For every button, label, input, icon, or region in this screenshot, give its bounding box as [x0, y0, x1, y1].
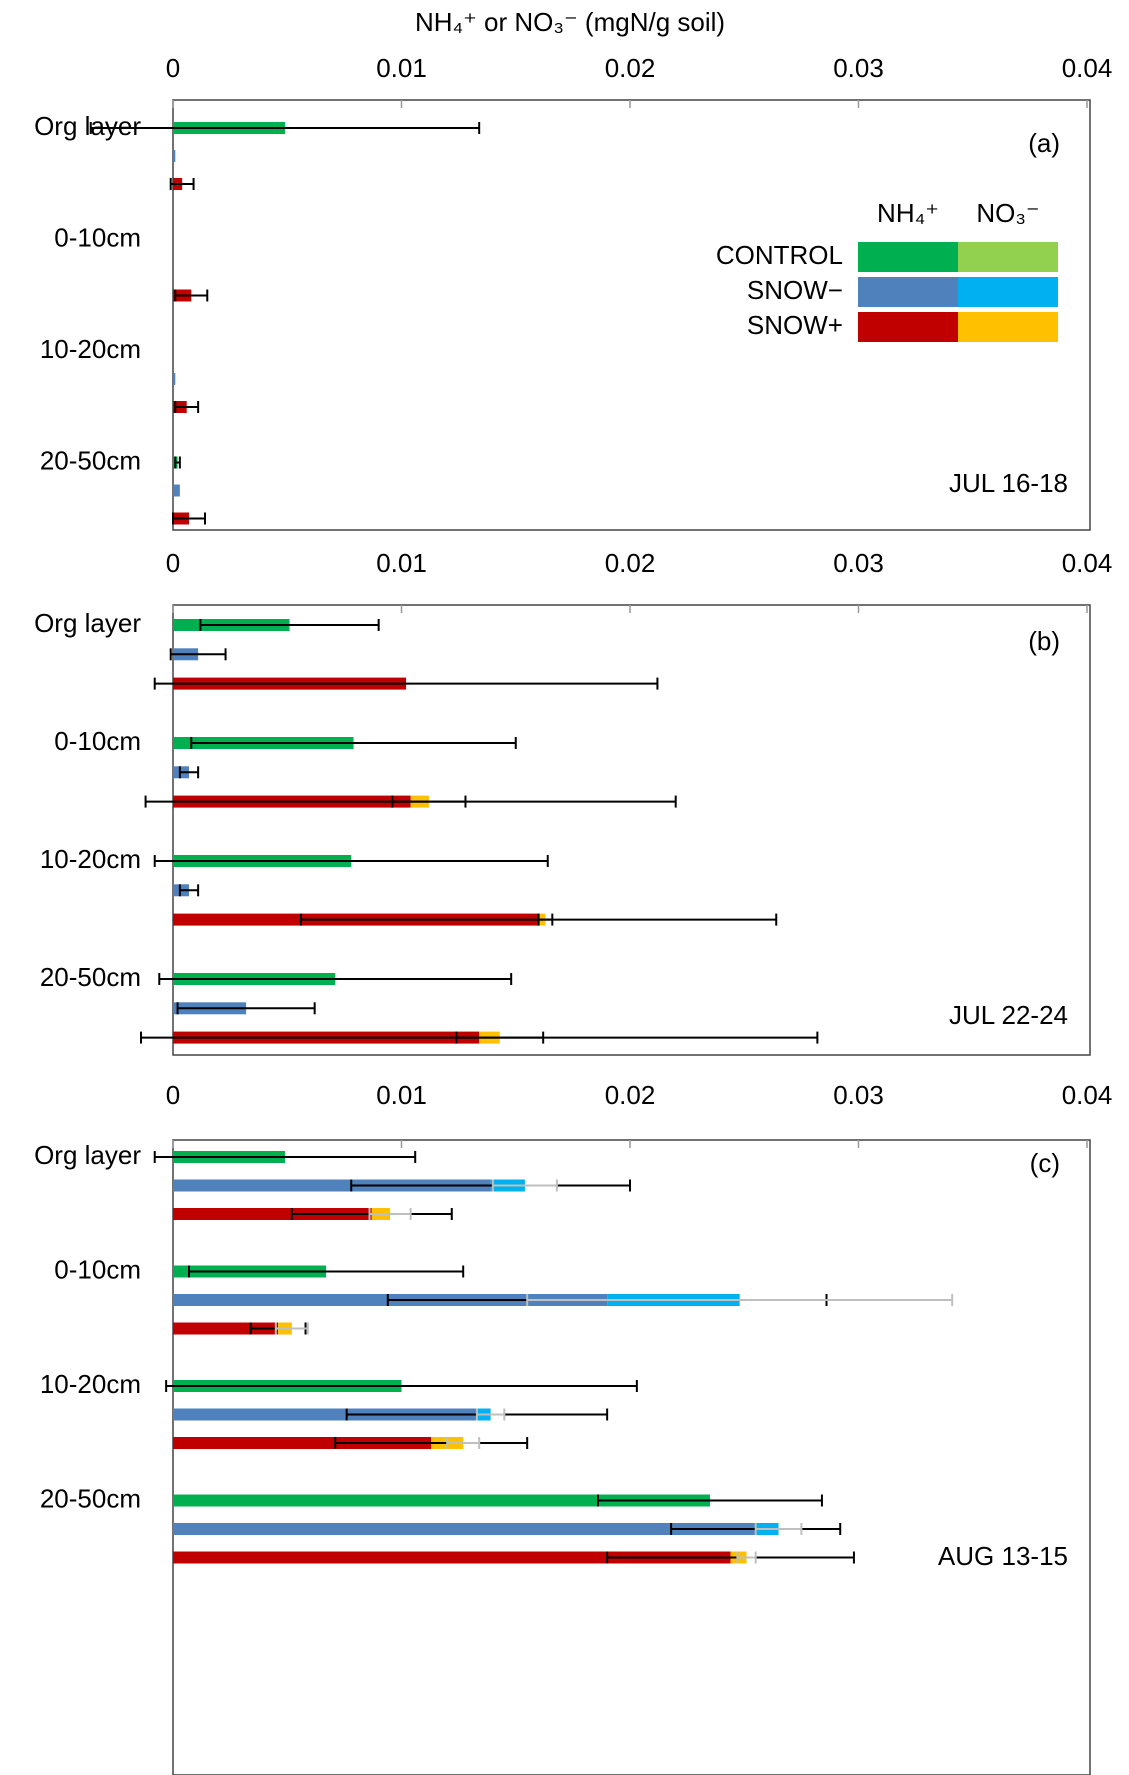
bar-nh4	[173, 1208, 372, 1220]
legend-swatch	[958, 312, 1058, 342]
category-label: Org layer	[34, 608, 141, 638]
x-tick-label: 0.04	[1062, 1080, 1113, 1110]
bar-nh4	[173, 1408, 477, 1421]
date-label: JUL 16-18	[949, 468, 1068, 498]
date-label: AUG 13-15	[938, 1541, 1068, 1571]
panel-label: (c)	[1030, 1148, 1060, 1178]
legend-label: SNOW−	[747, 275, 843, 305]
legend-swatch	[858, 277, 958, 307]
category-label: 0-10cm	[54, 726, 141, 756]
x-tick-label: 0.01	[376, 1080, 427, 1110]
x-tick-label: 0.01	[376, 548, 427, 578]
x-tick-label: 0.03	[833, 1080, 884, 1110]
bar-nh4	[173, 1494, 710, 1507]
bar-nh4	[173, 1322, 279, 1335]
x-tick-label: 0	[166, 548, 180, 578]
category-label: 10-20cm	[40, 1369, 141, 1399]
x-tick-label: 0.04	[1062, 548, 1113, 578]
category-label: 20-50cm	[40, 445, 141, 475]
category-label: Org layer	[34, 111, 141, 141]
axis-title: NH₄⁺ or NO₃⁻ (mgN/g soil)	[415, 7, 725, 37]
bar-nh4	[173, 1437, 432, 1449]
category-label: 20-50cm	[40, 1483, 141, 1513]
category-label: 0-10cm	[54, 1254, 141, 1284]
bar-nh4	[173, 484, 180, 497]
x-tick-label: 0.02	[605, 1080, 656, 1110]
panel-label: (b)	[1028, 626, 1060, 656]
x-tick-label: 0.04	[1062, 53, 1113, 83]
x-tick-label: 0	[166, 1080, 180, 1110]
x-tick-label: 0	[166, 53, 180, 83]
category-label: 20-50cm	[40, 962, 141, 992]
category-label: Org layer	[34, 1140, 141, 1170]
x-tick-label: 0.03	[833, 53, 884, 83]
category-label: 10-20cm	[40, 334, 141, 364]
category-label: 0-10cm	[54, 222, 141, 252]
date-label: JUL 22-24	[949, 1000, 1068, 1030]
x-tick-label: 0.02	[605, 53, 656, 83]
bar-nh4	[173, 1551, 731, 1564]
legend-column: NO₃⁻	[976, 198, 1039, 228]
legend-swatch	[958, 242, 1058, 272]
panel-label: (a)	[1028, 128, 1060, 158]
legend-label: CONTROL	[716, 240, 843, 270]
category-label: 10-20cm	[40, 844, 141, 874]
plot-frame	[172, 1139, 1091, 1775]
x-tick-label: 0.02	[605, 548, 656, 578]
bar-nh4	[173, 1179, 491, 1192]
legend-column: NH₄⁺	[877, 198, 939, 228]
bar-nh4	[173, 150, 176, 162]
plot-frame	[172, 99, 1091, 531]
x-tick-label: 0.01	[376, 53, 427, 83]
legend-swatch	[858, 312, 958, 342]
plot-frame	[172, 604, 1091, 1056]
legend-label: SNOW+	[747, 310, 843, 340]
legend-swatch	[958, 277, 1058, 307]
legend-swatch	[858, 242, 958, 272]
x-tick-label: 0.03	[833, 548, 884, 578]
bar-nh4	[173, 373, 176, 385]
bar-nh4	[173, 1523, 756, 1535]
